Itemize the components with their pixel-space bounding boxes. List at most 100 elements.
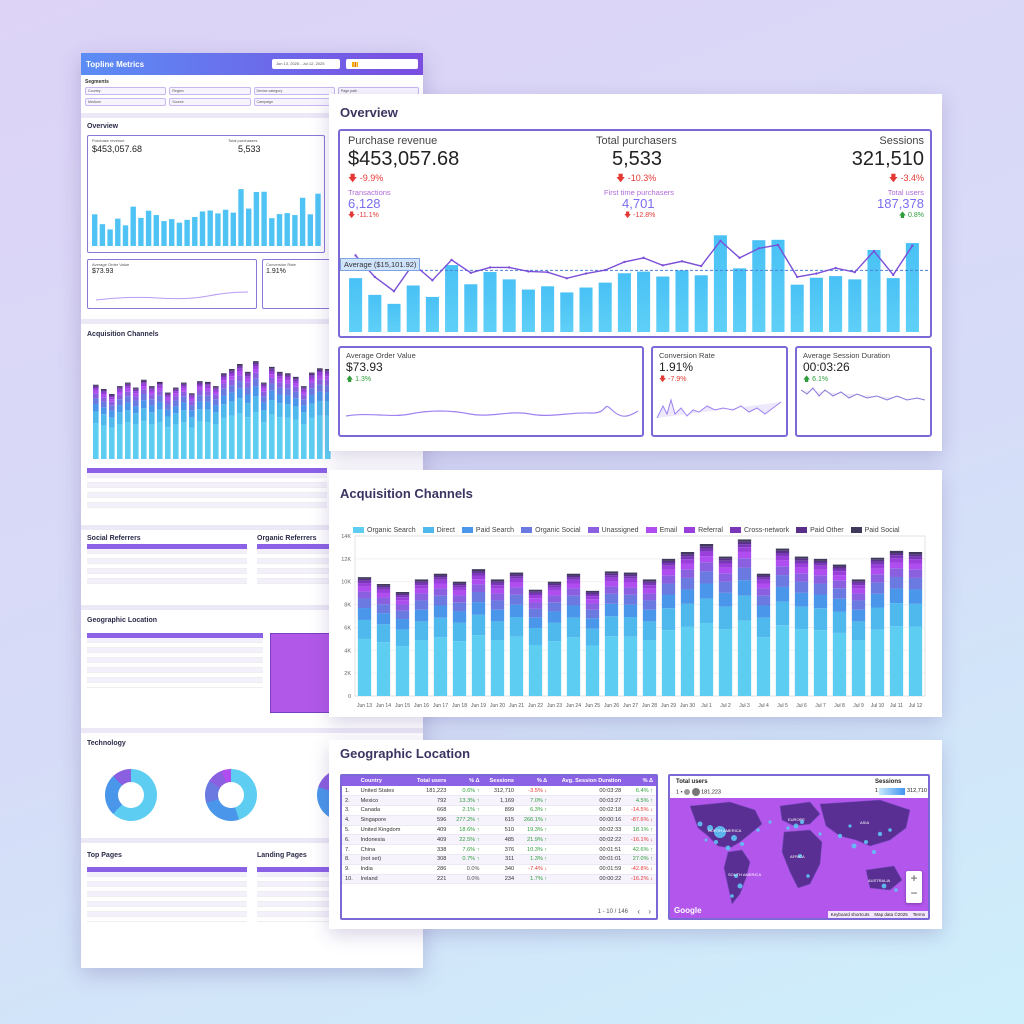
map-session-dot[interactable]: [737, 883, 743, 889]
map-session-dot[interactable]: [731, 835, 737, 841]
geo-table-cell: Ireland: [357, 874, 410, 885]
map-session-dot[interactable]: [697, 821, 703, 827]
bg-stacked-bar-segment: [157, 388, 163, 392]
legend-item[interactable]: Direct: [422, 527, 455, 534]
map-session-dot[interactable]: [872, 850, 876, 854]
geo-table-row[interactable]: 6. Indonesia 409 22.5% ↑ 485 21.9% ↑ 00:02:22-…: [342, 834, 656, 846]
next-page-icon[interactable]: ›: [648, 907, 651, 916]
geo-table-cell: -16.2% ↓: [624, 874, 656, 885]
bg-stacked-bar-segment: [149, 424, 155, 459]
geo-table-row[interactable]: 3. Canada 668 2.1% ↑ 899 6.3% ↑ 00:02:18 -14.5%…: [342, 805, 656, 816]
property-selector[interactable]: [346, 59, 418, 69]
north-america-land[interactable]: [689, 801, 763, 849]
date-range-selector[interactable]: Jun 13, 2025 - Jul 12, 2025: [272, 59, 340, 69]
stacked-bar-segment: [908, 569, 923, 578]
bg-stacked-bar-segment: [213, 388, 219, 390]
map-session-dot[interactable]: [818, 832, 822, 836]
geo-table-row[interactable]: 5. United Kingdom 409 18.6% ↑ 510 19.3% ↑ 00:0…: [342, 825, 656, 836]
bg-stacked-bar-segment: [101, 391, 107, 393]
stacked-bar-segment: [889, 550, 904, 554]
geo-column-header[interactable]: [342, 776, 358, 786]
map-session-dot[interactable]: [714, 840, 718, 844]
map-session-dot[interactable]: [806, 874, 810, 878]
stacked-bar-segment: [357, 638, 372, 696]
map-session-dot[interactable]: [704, 838, 708, 842]
geo-table-row[interactable]: 9. India 286 0.0% 340 -7.4% ↓ 00:01:59 -42.8% ↓: [342, 864, 656, 875]
map-session-dot[interactable]: [707, 825, 713, 831]
legend-item[interactable]: Cross-network: [729, 527, 789, 534]
legend-item[interactable]: Referral: [684, 527, 723, 534]
map-session-dot[interactable]: [725, 845, 731, 851]
map-session-dot[interactable]: [730, 894, 734, 898]
africa-land[interactable]: [781, 829, 823, 889]
geo-table-row[interactable]: 7. China 338 7.6% ↑ 376 10.3% ↑ 00:01:51 42.6% …: [342, 844, 656, 856]
map-session-dot[interactable]: [798, 854, 802, 858]
bg-stacked-bar-segment: [213, 389, 219, 392]
geo-column-header[interactable]: Avg. Session Duration: [550, 776, 625, 786]
legend-item[interactable]: Email: [645, 527, 677, 534]
filter-medium[interactable]: Medium: [85, 98, 167, 106]
geo-table-row[interactable]: 2. Mexico 792 13.3% ↑ 1,169 7.0% ↑ 00:03:27 4.5…: [342, 795, 656, 807]
map-session-dot[interactable]: [793, 823, 799, 829]
bg-stacked-bar-segment: [133, 406, 139, 414]
legend-item[interactable]: Paid Other: [796, 527, 844, 534]
map-session-dot[interactable]: [786, 826, 790, 830]
geo-column-header[interactable]: Sessions: [482, 776, 518, 786]
filter-campaign[interactable]: Campaign: [253, 98, 335, 106]
purchasers-point: [738, 256, 741, 260]
revenue-bar: [598, 282, 612, 332]
bg-stacked-bar-segment: [173, 396, 179, 401]
geo-table-row[interactable]: 8. (not set) 308 0.7% ↑ 311 1.3% ↑ 00:01:01 27.…: [342, 854, 656, 865]
world-map[interactable]: NORTH AMERICA SOUTH AMERICA EUROPE AFRICA AS…: [670, 776, 928, 918]
prev-page-icon[interactable]: ‹: [637, 907, 640, 916]
geo-column-header[interactable]: Total users: [409, 776, 450, 786]
keyboard-shortcuts-link[interactable]: Keyboard shortcuts: [830, 912, 870, 917]
filter-source[interactable]: Source: [169, 98, 251, 106]
europe-land[interactable]: [779, 801, 821, 827]
zoom-out-button[interactable]: −: [910, 886, 918, 900]
map-session-dot[interactable]: [714, 826, 726, 838]
bg-stacked-bar-segment: [205, 388, 211, 392]
legend-item[interactable]: Organic Social: [521, 527, 581, 534]
filter-region[interactable]: Region: [169, 87, 251, 95]
legend-item[interactable]: Paid Search: [461, 527, 514, 534]
map-session-dot[interactable]: [734, 874, 738, 878]
map-session-dot[interactable]: [894, 888, 898, 892]
legend-item[interactable]: Paid Social: [850, 527, 900, 534]
asia-land[interactable]: [819, 799, 911, 847]
geo-table-row[interactable]: 1. United States 181,223 0.6% ↑ 312,710 -3.5%…: [342, 786, 656, 797]
geo-column-header[interactable]: % Δ: [449, 776, 483, 786]
australia-land[interactable]: [865, 865, 903, 891]
bg-stacked-bar-segment: [141, 389, 147, 394]
map-session-dot[interactable]: [740, 842, 744, 846]
geo-table-row[interactable]: 10. Ireland 221 0.0% 234 1.7% ↑ 00:00:22 -16.2%…: [342, 874, 656, 885]
map-session-dot[interactable]: [877, 831, 883, 837]
sessions-change: 🡇 -3.4%: [888, 173, 924, 183]
geo-table-cell: 376: [482, 844, 518, 856]
geo-column-header[interactable]: Country: [357, 776, 410, 786]
geo-column-header[interactable]: % Δ: [517, 776, 551, 786]
map-session-dot[interactable]: [864, 840, 868, 844]
bg-stacked-bar-segment: [261, 384, 267, 387]
map-session-dot[interactable]: [851, 843, 857, 849]
bg-stacked-bar-segment: [117, 389, 123, 392]
filter-device-category[interactable]: Device category: [253, 87, 335, 95]
map-session-dot[interactable]: [800, 820, 804, 824]
legend-item[interactable]: Unassigned: [587, 527, 639, 534]
geo-column-header[interactable]: % Δ: [624, 776, 656, 786]
bg-stacked-bar-segment: [245, 376, 251, 379]
map-session-dot[interactable]: [756, 828, 760, 832]
map-session-dot[interactable]: [888, 828, 892, 832]
map-session-dot[interactable]: [837, 833, 843, 839]
zoom-in-button[interactable]: +: [910, 871, 918, 885]
terms-link[interactable]: Terms: [912, 912, 925, 917]
geo-table-row[interactable]: 4. Singapore 596 277.2% ↑ 615 266.1% ↑ 00:00:1…: [342, 815, 656, 826]
geo-map-card[interactable]: NORTH AMERICA SOUTH AMERICA EUROPE AFRICA AS…: [668, 774, 930, 920]
map-session-dot[interactable]: [881, 883, 887, 889]
legend-item[interactable]: Organic Search: [353, 527, 416, 534]
bg-stacked-bar-segment: [125, 382, 131, 384]
filter-country[interactable]: Country: [85, 87, 167, 95]
map-session-dot[interactable]: [848, 824, 852, 828]
first-time-purchasers-label: First time purchasers: [604, 188, 675, 197]
map-session-dot[interactable]: [768, 820, 772, 824]
